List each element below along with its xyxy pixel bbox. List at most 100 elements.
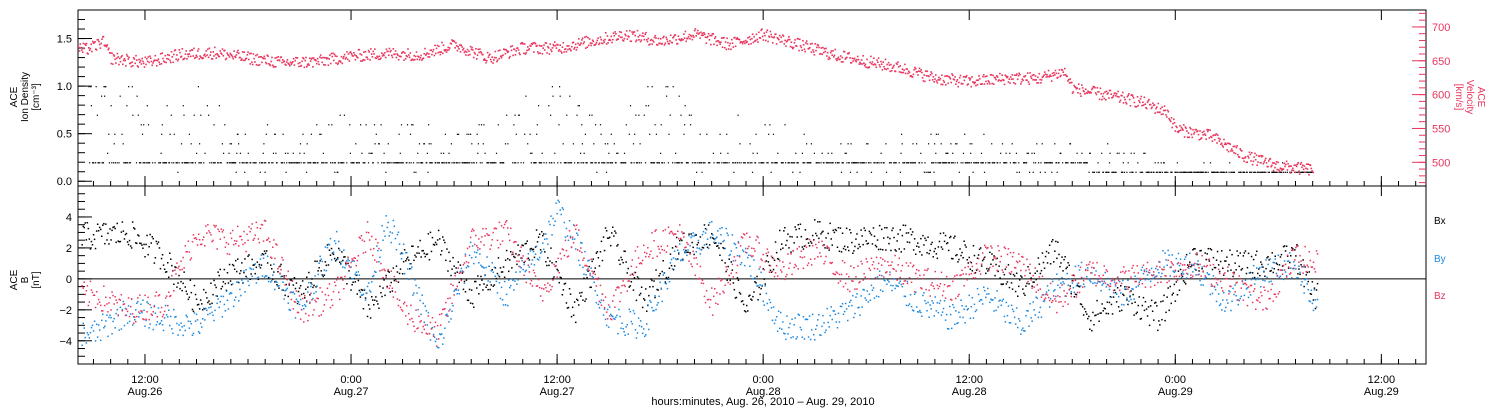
velocity-axis-title-line2: Velocity: [1464, 80, 1475, 114]
velocity-point: [1162, 109, 1165, 112]
b-point: [687, 251, 689, 253]
velocity-point: [128, 56, 130, 59]
velocity-point: [479, 48, 481, 50]
density-point: [658, 162, 660, 164]
density-point: [224, 124, 226, 126]
density-point: [821, 152, 823, 154]
b-point: [377, 249, 379, 252]
density-point: [1154, 162, 1156, 164]
b-point: [637, 277, 640, 280]
density-point: [319, 133, 321, 135]
velocity-point: [829, 51, 832, 54]
velocity-point: [921, 77, 924, 79]
velocity-point: [765, 39, 767, 42]
velocity-point: [153, 59, 156, 61]
b-point: [656, 288, 658, 291]
velocity-point: [992, 74, 994, 77]
density-point: [883, 162, 885, 164]
density-point: [777, 152, 779, 154]
b-point: [865, 299, 867, 301]
velocity-point: [829, 57, 831, 60]
density-point: [1115, 171, 1117, 173]
velocity-point: [856, 55, 859, 58]
velocity-point: [605, 32, 607, 34]
b-point: [203, 307, 205, 310]
velocity-point: [1184, 126, 1187, 128]
velocity-point: [903, 69, 905, 71]
b-point: [460, 267, 463, 270]
b-point: [703, 224, 706, 226]
b-point: [623, 331, 625, 333]
b-point: [813, 333, 815, 336]
density-point: [513, 162, 516, 164]
b-point: [1091, 329, 1093, 332]
b-point: [180, 322, 182, 324]
density-point: [212, 162, 214, 164]
velocity-point: [119, 60, 122, 63]
b-point: [168, 276, 170, 278]
b-point: [1141, 304, 1144, 307]
b-point: [951, 327, 953, 330]
velocity-point: [185, 50, 187, 52]
velocity-point: [1183, 124, 1185, 126]
b-point: [741, 249, 744, 251]
b-point: [526, 240, 528, 242]
velocity-point: [360, 54, 363, 56]
velocity-point: [1029, 72, 1031, 74]
density-point: [1133, 152, 1135, 154]
density-point: [468, 162, 470, 164]
b-point: [358, 274, 361, 276]
b-point: [940, 246, 943, 248]
density-point: [1029, 171, 1031, 173]
velocity-point: [940, 83, 942, 86]
density-point: [667, 162, 669, 164]
velocity-point: [98, 43, 101, 46]
b-point: [850, 299, 852, 302]
b-point: [1022, 288, 1024, 290]
b-point: [789, 235, 791, 238]
density-point: [1086, 162, 1088, 164]
b-point: [227, 282, 230, 284]
b-point: [465, 279, 468, 281]
density-point: [1265, 171, 1267, 173]
b-point: [150, 242, 152, 244]
velocity-point: [934, 78, 936, 80]
b-point: [854, 312, 856, 315]
velocity-point: [897, 61, 899, 63]
density-point: [571, 162, 573, 164]
velocity-point: [1034, 75, 1037, 77]
velocity-point: [387, 50, 389, 53]
density-point: [200, 114, 202, 116]
velocity-point: [137, 66, 140, 68]
density-point: [203, 162, 205, 164]
density-point: [865, 162, 867, 164]
density-point: [1167, 171, 1169, 173]
b-point: [485, 286, 487, 288]
b-point: [179, 287, 181, 290]
density-point: [611, 162, 614, 164]
b-point: [734, 297, 737, 299]
velocity-point: [697, 29, 699, 32]
velocity-point: [165, 61, 167, 64]
b-point: [360, 294, 363, 296]
b-point: [1115, 301, 1118, 303]
density-point: [322, 162, 324, 164]
velocity-point: [799, 38, 801, 41]
velocity-point: [1233, 152, 1235, 154]
b-tick-label: 2: [66, 243, 72, 255]
velocity-point: [476, 58, 478, 60]
b-point: [867, 301, 870, 303]
b-point: [943, 240, 946, 243]
b-point: [859, 314, 861, 316]
velocity-point: [872, 63, 874, 66]
b-point: [173, 308, 175, 311]
velocity-point: [1088, 92, 1091, 94]
velocity-point: [657, 37, 660, 40]
density-point: [492, 162, 494, 164]
velocity-point: [1169, 120, 1172, 123]
b-point: [775, 316, 778, 318]
density-point: [1072, 162, 1075, 164]
b-point: [911, 231, 914, 233]
b-point: [786, 315, 788, 317]
b-point: [210, 306, 212, 308]
